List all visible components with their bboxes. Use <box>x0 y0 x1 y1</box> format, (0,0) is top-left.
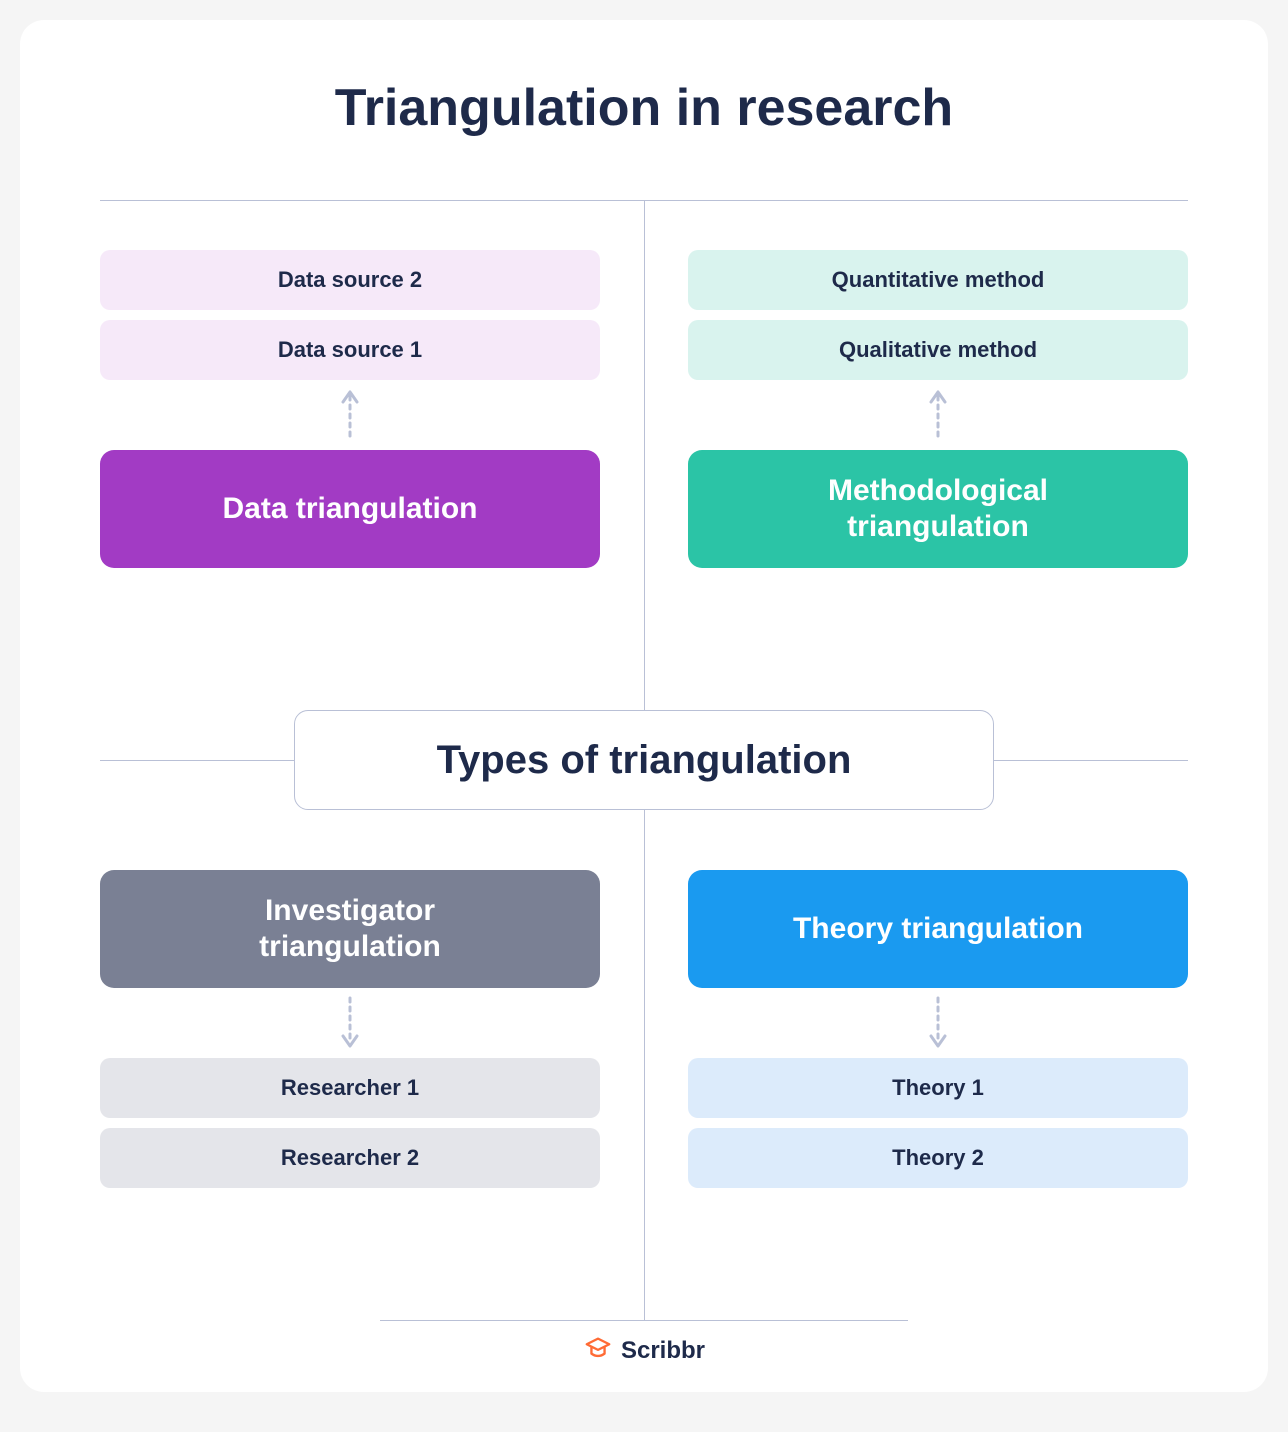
main-box-data: Data triangulation <box>100 450 600 568</box>
sub-box: Data source 1 <box>100 320 600 380</box>
main-box-method-label: Methodologicaltriangulation <box>828 473 1048 545</box>
sub-box: Quantitative method <box>688 250 1188 310</box>
sub-box: Qualitative method <box>688 320 1188 380</box>
main-box-investigator: Investigatortriangulation <box>100 870 600 988</box>
brand-name: Scribbr <box>621 1337 705 1365</box>
divider-bottom <box>380 1320 908 1321</box>
sub-box: Theory 2 <box>688 1128 1188 1188</box>
arrow-down-icon <box>688 988 1188 1058</box>
main-box-investigator-label: Investigatortriangulation <box>259 893 441 965</box>
infographic-card: Triangulation in research Data source 2 … <box>20 20 1268 1392</box>
quadrant-investigator: Investigatortriangulation Researcher 1 R… <box>100 870 600 1188</box>
quadrant-theory: Theory triangulation Theory 1 Theory 2 <box>688 870 1188 1188</box>
brand-footer: Scribbr <box>20 1333 1268 1368</box>
center-label-box: Types of triangulation <box>294 710 994 810</box>
arrow-up-icon <box>100 380 600 450</box>
sub-box: Researcher 1 <box>100 1058 600 1118</box>
brand-icon <box>583 1333 613 1368</box>
page-title: Triangulation in research <box>20 78 1268 138</box>
sub-box: Researcher 2 <box>100 1128 600 1188</box>
arrow-down-icon <box>100 988 600 1058</box>
quadrant-method: Quantitative method Qualitative method M… <box>688 250 1188 568</box>
quadrant-data: Data source 2 Data source 1 Data triangu… <box>100 250 600 568</box>
main-box-method: Methodologicaltriangulation <box>688 450 1188 568</box>
arrow-up-icon <box>688 380 1188 450</box>
main-box-theory: Theory triangulation <box>688 870 1188 988</box>
sub-box: Data source 2 <box>100 250 600 310</box>
sub-box: Theory 1 <box>688 1058 1188 1118</box>
